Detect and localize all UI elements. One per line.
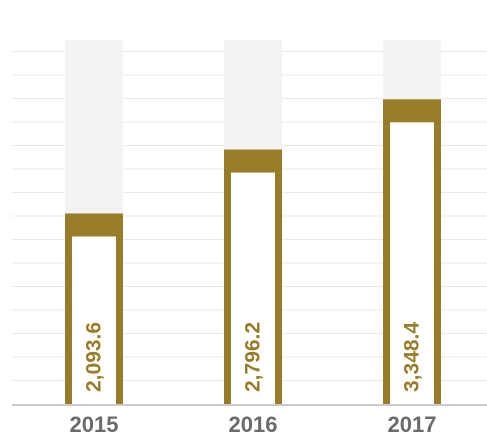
x-tick-label: 2016 [229, 412, 278, 437]
x-tick-labels: 2015 2016 2017 [70, 412, 437, 437]
bar-value-label: 2,796.2 [242, 322, 265, 392]
bar-inner [72, 236, 116, 404]
bar-value-labels: 2,093.6 2,796.2 3,348.4 [83, 322, 424, 392]
bars [65, 99, 441, 405]
bar-inner [390, 122, 434, 405]
bar-value-label: 2,093.6 [83, 322, 106, 392]
x-tick-label: 2015 [70, 412, 119, 437]
x-tick-label: 2017 [388, 412, 437, 437]
bar-inner [231, 172, 275, 404]
bar-value-label: 3,348.4 [401, 322, 424, 392]
